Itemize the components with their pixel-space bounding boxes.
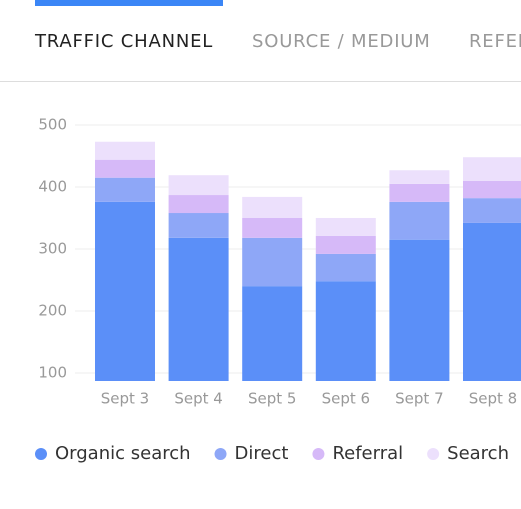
bar-segment	[315, 235, 376, 254]
legend-label: Referral	[332, 443, 403, 464]
bar-segment	[95, 177, 155, 202]
bar-segment	[463, 198, 521, 223]
bar-segment	[315, 253, 376, 282]
bar-segment	[168, 195, 229, 214]
bar-segment	[315, 217, 376, 236]
y-tick-label: 500	[38, 116, 67, 134]
x-tick-label: Sept 8	[469, 390, 517, 408]
bar-segment	[463, 180, 521, 199]
legend-label: Search	[447, 443, 509, 464]
bar-segment	[242, 237, 303, 287]
legend-marker	[35, 448, 47, 460]
x-tick-label: Sept 5	[248, 390, 296, 408]
y-tick-label: 400	[38, 177, 67, 195]
bar-segment	[242, 196, 303, 218]
active-tab-indicator	[35, 0, 223, 6]
x-tick-label: Sept 4	[174, 390, 222, 408]
y-tick-label: 300	[38, 239, 67, 257]
bar-segment	[315, 281, 376, 381]
bar-segment	[95, 159, 155, 178]
tab[interactable]: REFERRALS	[469, 31, 521, 52]
bar-segment	[389, 239, 450, 381]
bar-segment	[168, 237, 229, 381]
bar-segment	[389, 170, 450, 184]
legend-label: Direct	[235, 443, 289, 464]
bar-segment	[168, 213, 229, 238]
y-tick-label: 100	[38, 363, 67, 381]
tab[interactable]: TRAFFIC CHANNEL	[34, 31, 213, 52]
bar-segment	[168, 175, 229, 196]
bar-segment	[463, 157, 521, 181]
x-tick-label: Sept 6	[322, 390, 370, 408]
x-tick-label: Sept 7	[395, 390, 443, 408]
bar-segment	[389, 183, 450, 202]
bar-segment	[242, 286, 303, 381]
bar-segment	[95, 141, 155, 160]
bar-segment	[242, 217, 303, 238]
bar-segment	[95, 201, 155, 381]
y-tick-label: 200	[38, 301, 67, 319]
x-tick-label: Sept 3	[101, 390, 149, 408]
legend-marker	[214, 448, 227, 460]
bar-segment	[463, 222, 521, 381]
legend-marker	[312, 448, 325, 460]
bar-segment	[389, 201, 450, 240]
legend-marker	[427, 448, 440, 460]
tab[interactable]: SOURCE / MEDIUM	[252, 31, 431, 52]
legend-label: Organic search	[55, 443, 191, 464]
